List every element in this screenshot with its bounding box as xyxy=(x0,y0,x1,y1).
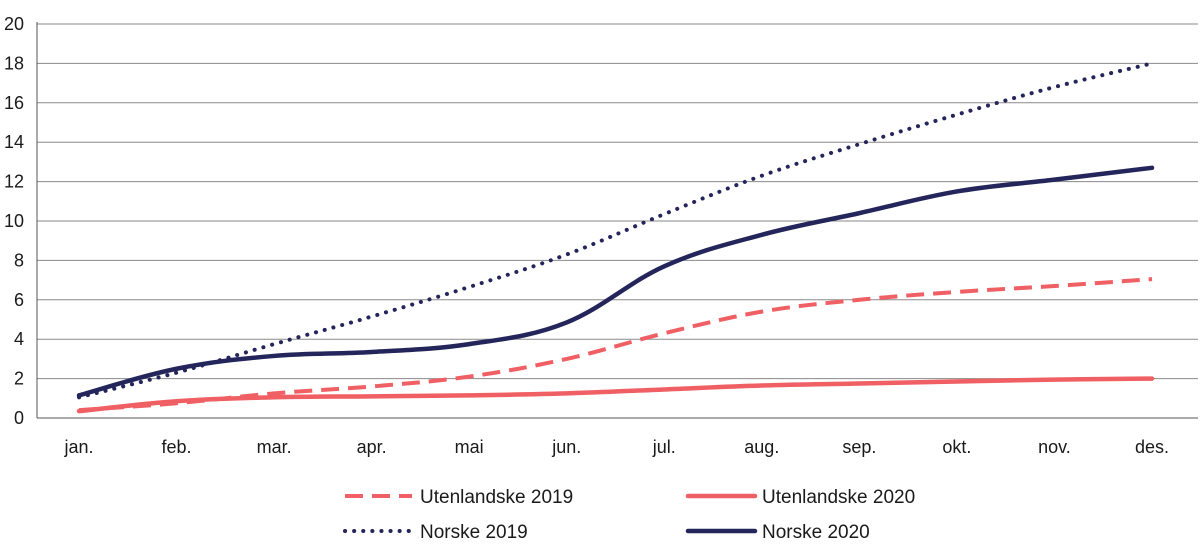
y-tick-label-16: 16 xyxy=(4,93,24,113)
series-line-utenlandske-2019 xyxy=(78,277,1153,413)
x-tick-label-0: jan. xyxy=(63,437,93,457)
series-line-utenlandske-2020 xyxy=(76,376,1155,414)
y-tick-label-20: 20 xyxy=(4,14,24,34)
y-tick-label-4: 4 xyxy=(14,329,24,349)
y-tick-label-8: 8 xyxy=(14,250,24,270)
y-tick-label-0: 0 xyxy=(14,408,24,428)
legend: Utenlandske 2019 Utenlandske 2020 Norske… xyxy=(343,487,915,543)
legend-label-utenlandske-2019: Utenlandske 2019 xyxy=(420,487,573,508)
x-tick-label-10: nov. xyxy=(1038,437,1071,457)
x-tick-label-4: mai xyxy=(455,437,484,457)
series-lines xyxy=(76,61,1155,414)
x-tick-label-8: sep. xyxy=(842,437,876,457)
x-tick-label-3: apr. xyxy=(357,437,387,457)
y-tick-label-12: 12 xyxy=(4,172,24,192)
legend-label-utenlandske-2020: Utenlandske 2020 xyxy=(762,487,915,508)
x-tick-label-9: okt. xyxy=(942,437,971,457)
y-tick-label-2: 2 xyxy=(14,369,24,389)
legend-label-norske-2019: Norske 2019 xyxy=(420,522,528,543)
y-tick-label-10: 10 xyxy=(4,211,24,231)
x-tick-label-7: aug. xyxy=(744,437,779,457)
x-tick-label-5: jun. xyxy=(551,437,581,457)
grid xyxy=(36,22,1198,419)
x-tick-label-6: jul. xyxy=(652,437,676,457)
legend-label-norske-2020: Norske 2020 xyxy=(762,522,870,543)
x-tick-label-1: feb. xyxy=(162,437,192,457)
y-tick-label-18: 18 xyxy=(4,53,24,73)
series-line-norske-2019 xyxy=(77,61,1154,400)
x-axis-ticks: jan. feb. mar. apr. mai jun. jul. aug. sep. okt. n… xyxy=(63,437,1169,457)
y-tick-label-14: 14 xyxy=(4,132,24,152)
series-line-norske-2020 xyxy=(76,165,1155,398)
x-tick-label-2: mar. xyxy=(257,437,292,457)
x-tick-label-11: des. xyxy=(1135,437,1169,457)
y-axis-ticks: 0 2 4 6 8 10 12 14 16 18 20 xyxy=(4,14,24,428)
y-tick-label-6: 6 xyxy=(14,290,24,310)
